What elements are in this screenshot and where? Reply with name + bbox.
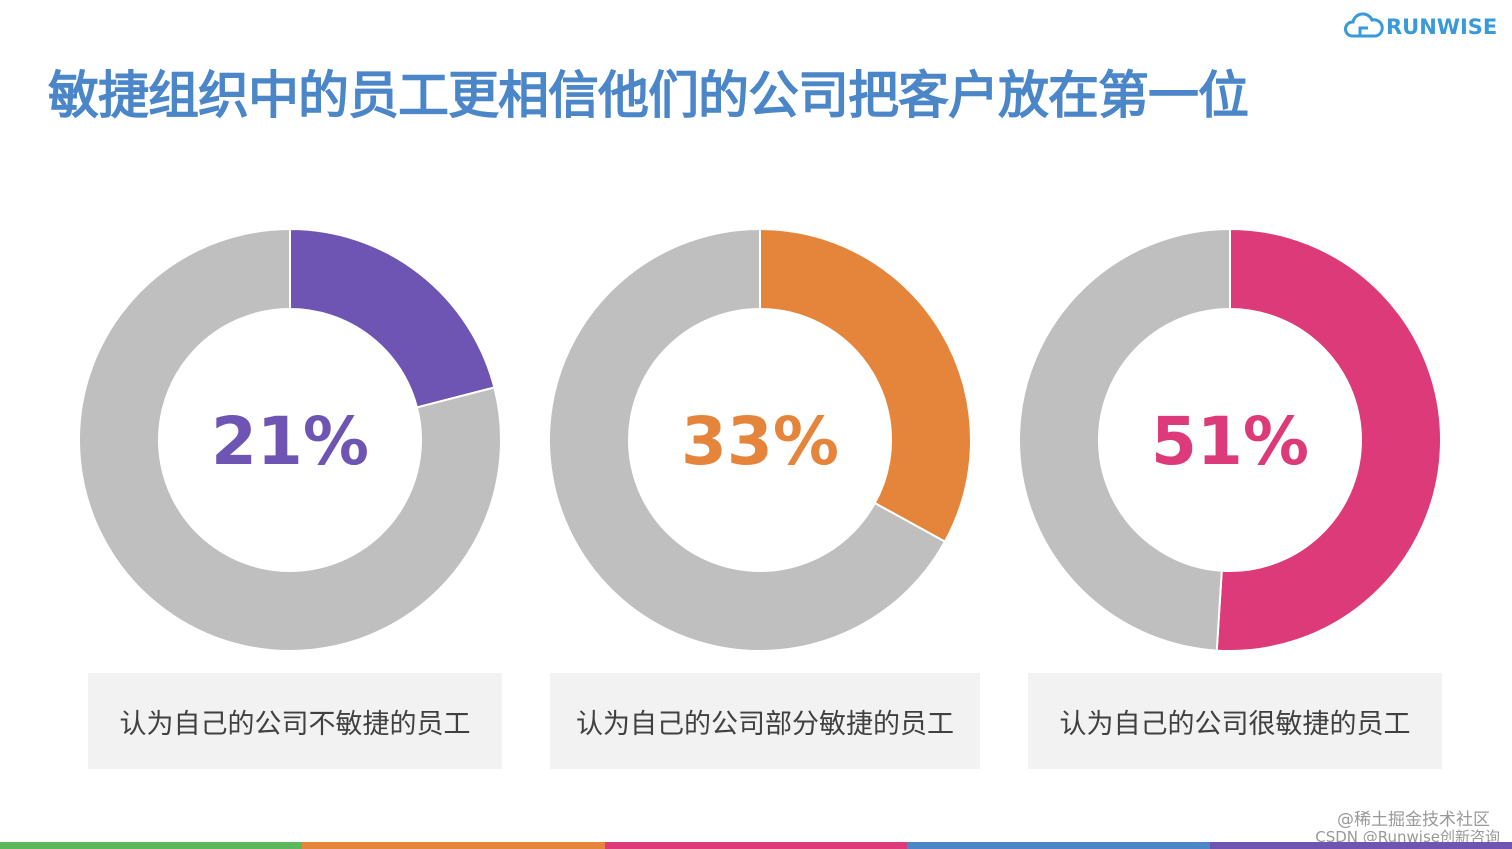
- slide-title: 敏捷组织中的员工更相信他们的公司把客户放在第一位: [48, 67, 1249, 126]
- brand-logo: RUNWISE: [1344, 12, 1497, 42]
- donut-1-center-label: 21%: [211, 403, 369, 480]
- bottom-bar-segment-4: [907, 842, 1210, 849]
- donut-2-slice-1: [759, 227, 972, 544]
- bottom-bar-segment-3: [604, 842, 908, 849]
- bottom-color-bar: [0, 842, 1512, 849]
- bottom-bar-segment-5: [1209, 842, 1512, 849]
- donut-2-slice-2: [548, 227, 947, 652]
- donut-3-slice-2: [1018, 227, 1231, 652]
- watermark-juejin: @稀土掘金技术社区: [1337, 810, 1490, 830]
- caption-box-3: 认为自己的公司很敏捷的员工: [1028, 673, 1442, 769]
- brand-name: RUNWISE: [1386, 15, 1498, 39]
- donut-3-slice-1: [1215, 227, 1442, 652]
- donut-3-center-label: 51%: [1151, 403, 1309, 480]
- caption-not-agile: 认为自己的公司不敏捷的员工: [119, 708, 471, 740]
- caption-box-1: 认为自己的公司不敏捷的员工: [88, 673, 502, 769]
- caption-box-2: 认为自己的公司部分敏捷的员工: [550, 673, 980, 769]
- cloud-logo-icon: [1344, 12, 1384, 38]
- donut-1-slice-2: [78, 227, 502, 652]
- watermark-csdn: CSDN @Runwise创新咨询: [1315, 828, 1500, 846]
- caption-partially-agile: 认为自己的公司部分敏捷的员工: [576, 708, 954, 740]
- donut-1-slice-1: [289, 227, 496, 409]
- donut-2-center-label: 33%: [681, 403, 839, 480]
- bottom-bar-segment-2: [302, 842, 605, 849]
- bottom-bar-segment-1: [0, 842, 303, 849]
- caption-very-agile: 认为自己的公司很敏捷的员工: [1059, 708, 1411, 740]
